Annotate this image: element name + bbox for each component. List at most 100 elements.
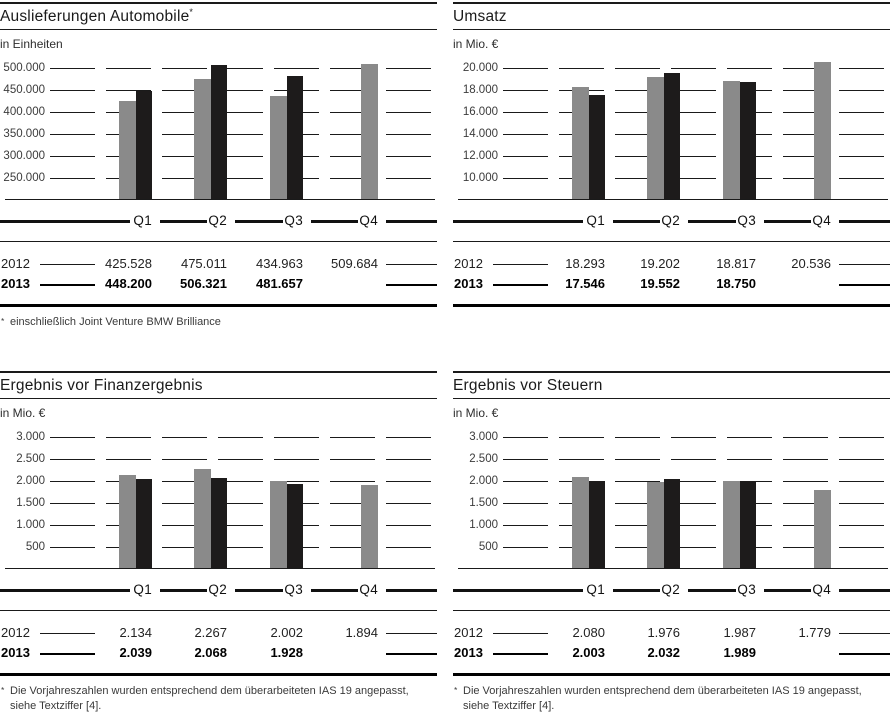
gridline [50,178,435,179]
x-axis-label-q1: Q1 [586,582,605,597]
chart-title-text: Auslieferungen Automobile [0,8,190,25]
gridline [50,459,435,460]
bar-2013-q1 [589,480,605,568]
plot-area: 3.000 2.500 2.000 1.500 1.000 500 [453,429,890,569]
year-line [40,284,95,286]
x-axis-label-q1: Q1 [586,213,605,228]
chart-block-ergebnis-finanzergebnis: Ergebnis vor Finanzergebnis in Mio. € 3.00… [0,371,437,714]
y-axis-tick-label: 300.000 [3,150,45,162]
table-value: 1.987 [723,625,756,640]
footnote-line: siehe Textziffer [4]. [453,699,890,714]
gridline [503,459,888,460]
table-top-rule [453,241,890,242]
y-axis-tick-label: 2.000 [469,475,498,487]
gridline [50,112,435,113]
chart-title: Auslieferungen Automobile* [0,7,437,27]
bar-2012-q1 [572,86,589,199]
bar-2012-q2 [647,481,664,568]
gridline [50,481,435,482]
table-cell-q2: 2.267 [147,625,227,640]
year-line [40,633,95,634]
trail-line [386,284,437,286]
title-rule [453,29,890,30]
table-cell-q2: 1.976 [600,625,680,640]
footnote-marker: * [1,685,5,695]
x-axis-line-segment [0,220,130,223]
top-rule [453,371,890,373]
footnote: * Die Vorjahreszahlen wurden entsprechend… [453,684,890,714]
bar-2013-q1 [136,90,152,199]
title-rule [0,398,437,399]
trail-line [386,633,437,634]
gridline [503,68,888,69]
footnote-line: siehe Textziffer [4]. [0,699,437,714]
chart-block-umsatz: Umsatz in Mio. € 20.000 18.000 16.000 14.000 1… [453,2,890,307]
table-cell-q1: 17.546 [525,276,605,291]
table-value: 448.200 [105,276,152,291]
table-cell-q1: 18.293 [525,256,605,271]
gridline [503,178,888,179]
x-axis-line-segment [613,589,660,592]
table-cell-q3: 18.750 [676,276,756,291]
y-axis-tick-label: 1.000 [469,519,498,531]
chart-block-auslieferungen: Auslieferungen Automobile* in Einheiten 50… [0,2,437,330]
bar-2013-q3 [287,483,303,568]
x-axis-baseline [458,199,888,200]
table-value: 2.032 [647,645,680,660]
x-axis: Q1 Q2 Q3 Q4 [453,581,890,601]
table-value: 18.817 [716,256,756,271]
x-axis-label-q1: Q1 [133,213,152,228]
x-axis-line-segment [688,220,736,223]
footnote-marker: * [454,685,458,695]
year-label: 2013 [454,276,483,291]
x-axis: Q1 Q2 Q3 Q4 [453,212,890,232]
table-value: 509.684 [331,256,378,271]
chart-title: Ergebnis vor Finanzergebnis [0,377,437,396]
y-axis-tick-label: 1.500 [16,497,45,509]
title-footnote-marker: * [189,7,194,17]
x-axis-line-segment [764,220,811,223]
table-cell-q3: 481.657 [223,276,303,291]
table-value: 2.003 [572,645,605,660]
x-axis-label-q1: Q1 [133,582,152,597]
y-axis-tick-label: 450.000 [3,84,45,96]
year-line [493,264,548,265]
year-label: 2012 [1,625,30,640]
table-value: 475.011 [180,256,227,271]
table-cell-q3: 2.002 [223,625,303,640]
x-axis-line-segment [235,220,283,223]
gridline [503,547,888,548]
table-value: 19.552 [640,276,680,291]
table-cell-q4: 509.684 [298,256,378,271]
footnote-line: * Die Vorjahreszahlen wurden entsprechend… [453,684,890,699]
table-cell-q1: 2.134 [72,625,152,640]
table-row-2012: 2012 425.528 475.011 434.963 509.684 [0,254,437,274]
table-row-2012: 2012 18.293 19.202 18.817 20.536 [453,254,890,274]
chart-title: Ergebnis vor Steuern [453,377,890,396]
gridline [50,503,435,504]
unit-label: in Einheiten [0,37,63,51]
data-table: 2012 2.080 1.976 1.987 1.779 2013 2.003 2.032 1.… [453,623,890,663]
year-label: 2013 [1,645,30,660]
footnote-text: Die Vorjahreszahlen wurden entsprechend … [10,685,409,697]
table-row-2013: 2013 17.546 19.552 18.750 [453,274,890,294]
bar-2013-q1 [136,479,152,568]
table-value: 1.928 [270,645,303,660]
year-label: 2012 [454,256,483,271]
x-axis-label-q3: Q3 [284,213,303,228]
table-value: 18.293 [565,256,605,271]
x-axis-line-segment [160,220,207,223]
gridline [50,437,435,438]
trail-line [839,284,890,286]
bar-2012-q4 [814,490,831,568]
table-bottom-rule [0,304,437,307]
bar-2012-q1 [119,100,136,199]
x-axis-baseline [458,568,888,569]
table-value: 19.202 [640,256,680,271]
year-line [493,653,548,655]
x-axis-line-segment [688,589,736,592]
table-value: 2.039 [119,645,152,660]
year-label: 2012 [1,256,30,271]
x-axis-label-q2: Q2 [208,213,227,228]
footnote-text: Die Vorjahreszahlen wurden entsprechend … [463,685,862,697]
